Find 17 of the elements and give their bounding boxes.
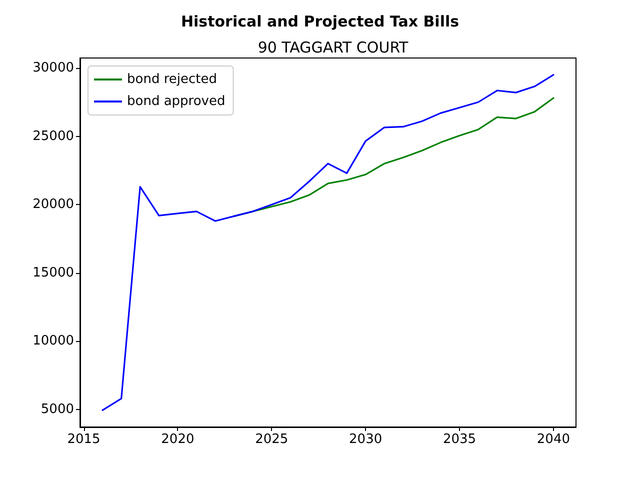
legend-label: bond approved — [127, 94, 226, 109]
y-tick-label: 15000 — [32, 265, 74, 280]
chart-subtitle: 90 TAGGART COURT — [258, 38, 410, 56]
y-tick-label: 25000 — [32, 128, 74, 144]
line-series — [102, 74, 554, 411]
x-tick-label: 2015 — [67, 432, 100, 447]
x-tick-label: 2040 — [536, 432, 570, 447]
x-tick-label: 2025 — [255, 432, 288, 447]
x-tick-label: 2020 — [161, 432, 194, 447]
x-tick-label: 2035 — [442, 432, 476, 447]
y-tick-label: 5000 — [40, 402, 74, 418]
legend-label: bond rejected — [127, 72, 217, 87]
y-tick-label: 20000 — [32, 197, 74, 212]
y-tick-label: 30000 — [32, 60, 74, 76]
chart-title: Historical and Projected Tax Bills — [180, 12, 460, 30]
y-tick-label: 10000 — [32, 334, 74, 349]
x-tick-label: 2030 — [349, 432, 382, 447]
